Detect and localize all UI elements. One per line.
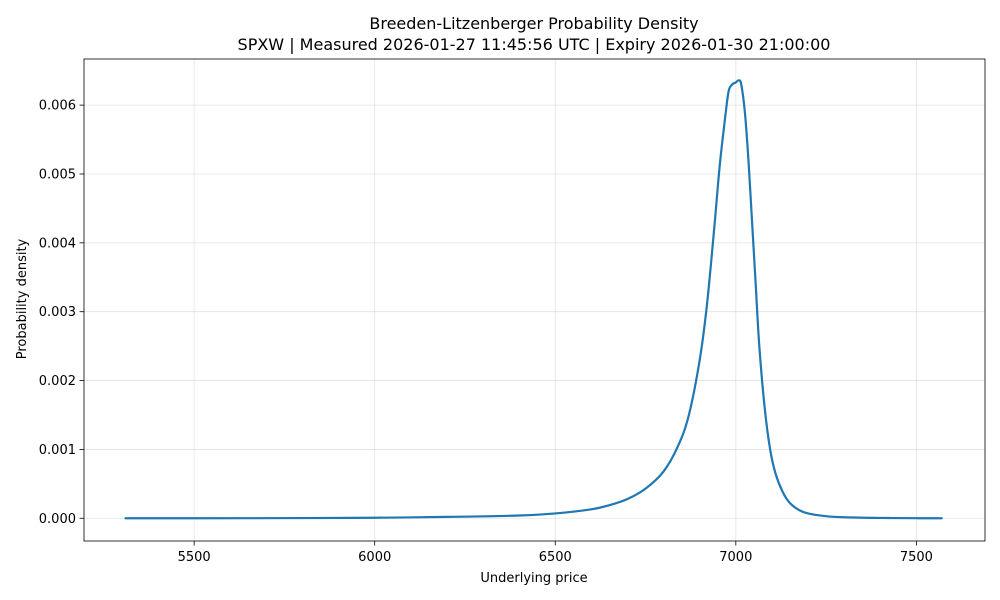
x-tick-label: 7000 xyxy=(719,550,752,565)
x-axis-label: Underlying price xyxy=(480,571,587,586)
x-tick-label: 5500 xyxy=(178,550,211,565)
chart-title: Breeden-Litzenberger Probability Density xyxy=(369,14,698,33)
plot-frame xyxy=(83,58,986,542)
y-tick-label: 0.002 xyxy=(39,374,76,389)
y-axis-label: Probability density xyxy=(15,238,30,359)
density-series-line xyxy=(124,79,943,520)
y-tick-label: 0.000 xyxy=(39,512,76,527)
grid xyxy=(84,59,985,541)
x-tick-label: 6000 xyxy=(358,550,391,565)
y-tick-label: 0.006 xyxy=(39,99,76,114)
y-tick-label: 0.003 xyxy=(39,305,76,320)
x-tick-label: 6500 xyxy=(539,550,572,565)
x-axis-ticks: 5500 6000 6500 7000 7500 xyxy=(178,541,933,565)
series-layer xyxy=(124,79,943,520)
y-tick-label: 0.004 xyxy=(39,236,76,251)
chart-subtitle: SPXW | Measured 2026-01-27 11:45:56 UTC … xyxy=(238,35,831,54)
y-tick-label: 0.001 xyxy=(39,443,76,458)
y-axis-ticks: 0.000 0.001 0.002 0.003 0.004 0.005 0.006 xyxy=(39,99,84,527)
y-tick-label: 0.005 xyxy=(39,167,76,182)
x-tick-label: 7500 xyxy=(900,550,933,565)
